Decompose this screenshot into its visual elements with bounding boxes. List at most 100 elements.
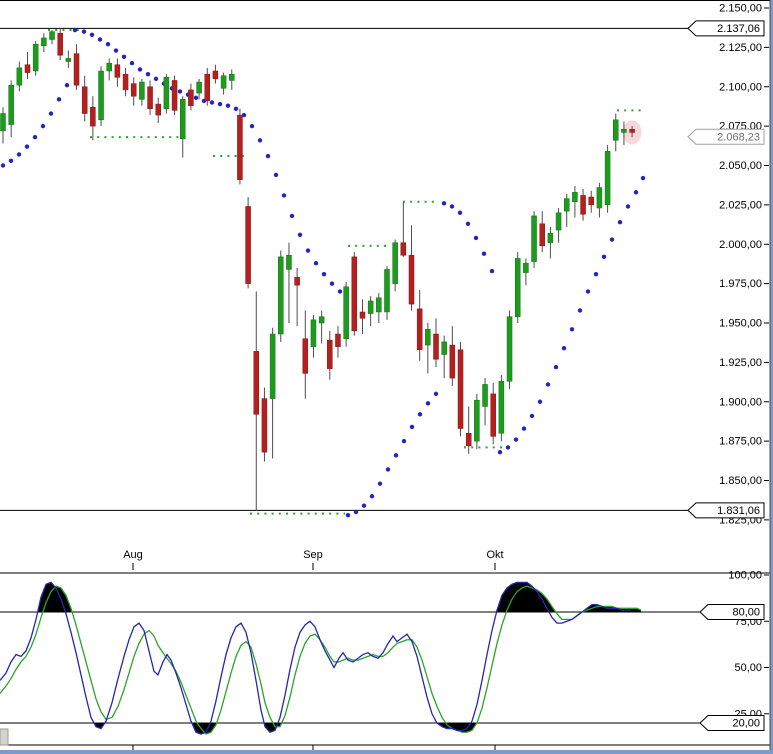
candle — [449, 326, 456, 386]
candle — [318, 310, 325, 344]
candle — [408, 225, 415, 311]
parabolic-sar-dots — [0, 27, 646, 518]
stochastic-axis-markers: 80,00 20,00 — [699, 604, 765, 731]
price-marker-lines — [0, 27, 688, 511]
month-label: Aug — [123, 549, 143, 561]
candle — [359, 299, 366, 335]
candle — [580, 189, 586, 221]
candles-layer — [0, 28, 635, 511]
candle — [384, 266, 390, 320]
candle — [604, 145, 611, 213]
swing-level-lines — [48, 29, 641, 515]
candle — [376, 293, 382, 323]
candle — [98, 66, 104, 127]
candle — [179, 96, 186, 158]
candle — [49, 30, 55, 45]
candle — [147, 80, 153, 116]
candle — [171, 75, 178, 116]
candle — [555, 208, 562, 243]
candle — [212, 64, 219, 84]
candle — [90, 96, 96, 141]
price-tick-label: 2.000,00 — [719, 239, 762, 251]
candle — [8, 80, 14, 138]
candle — [245, 197, 251, 289]
candle — [539, 211, 545, 253]
price-tick-label: 2.025,00 — [719, 199, 762, 211]
candle — [32, 41, 39, 76]
candle — [523, 258, 529, 286]
candle — [16, 61, 23, 92]
candle — [367, 296, 374, 327]
candle — [310, 315, 317, 358]
candle — [482, 378, 488, 426]
axis-marker-label: 20,00 — [732, 718, 760, 730]
candle — [220, 72, 227, 95]
candle — [155, 97, 161, 123]
stochastic-threshold-lines — [0, 611, 700, 724]
price-tick-label: 1.950,00 — [719, 318, 762, 330]
candle — [498, 374, 505, 442]
candle — [392, 239, 398, 292]
candle — [351, 252, 358, 336]
price-axis-markers: 2.137,06 2.068,23 1.831,06 — [687, 20, 765, 519]
candle — [229, 69, 235, 90]
candle — [400, 201, 407, 257]
time-axis: Aug Sep Okt — [123, 549, 504, 750]
price-tick-label: 2.050,00 — [719, 160, 762, 172]
candle — [506, 310, 513, 390]
candle — [106, 58, 112, 81]
month-label: Okt — [486, 549, 503, 561]
candle — [465, 406, 472, 454]
candle — [65, 50, 72, 68]
axis-marker-label: 2.068,23 — [717, 131, 760, 143]
candle — [81, 75, 88, 122]
candle — [433, 318, 439, 368]
candle — [286, 242, 292, 323]
stochastic-tick-label: 50,00 — [734, 662, 762, 674]
candle — [269, 327, 276, 459]
price-tick-label: 1.875,00 — [719, 436, 762, 448]
candle — [629, 126, 635, 138]
axis-marker-label: 2.137,06 — [717, 23, 760, 35]
scroll-corner — [0, 728, 9, 746]
candle — [416, 289, 423, 361]
stochastic-tick-label: 100,00 — [728, 570, 762, 582]
price-axis: 2.150,002.125,002.100,002.075,002.050,00… — [719, 3, 769, 526]
candle — [294, 267, 300, 327]
candle — [278, 250, 284, 342]
candle — [114, 58, 121, 87]
candle — [302, 310, 309, 399]
candle — [73, 44, 80, 90]
candle — [261, 387, 268, 462]
price-tick-label: 2.100,00 — [719, 81, 762, 93]
candle — [572, 185, 578, 218]
candle — [490, 382, 496, 445]
price-tick-label: 2.125,00 — [719, 42, 762, 54]
price-tick-label: 2.150,00 — [719, 3, 762, 15]
candle — [24, 52, 31, 79]
candle — [514, 252, 521, 323]
candle — [588, 190, 594, 213]
candle — [531, 211, 537, 268]
month-label: Sep — [303, 549, 323, 561]
candle — [563, 193, 570, 227]
candle — [130, 77, 137, 106]
stochastic-k-line — [0, 581, 631, 735]
candle — [621, 121, 627, 146]
candle — [163, 74, 170, 114]
candle — [204, 67, 210, 106]
candle — [613, 113, 619, 152]
candle — [474, 393, 480, 449]
candle — [41, 33, 47, 53]
price-tick-label: 1.900,00 — [719, 396, 762, 408]
price-tick-label: 1.975,00 — [719, 278, 762, 290]
candle — [139, 78, 145, 106]
candle — [57, 28, 63, 60]
price-tick-label: 1.925,00 — [719, 357, 762, 369]
candle — [596, 182, 603, 218]
candle — [457, 341, 464, 437]
candle — [122, 67, 129, 97]
